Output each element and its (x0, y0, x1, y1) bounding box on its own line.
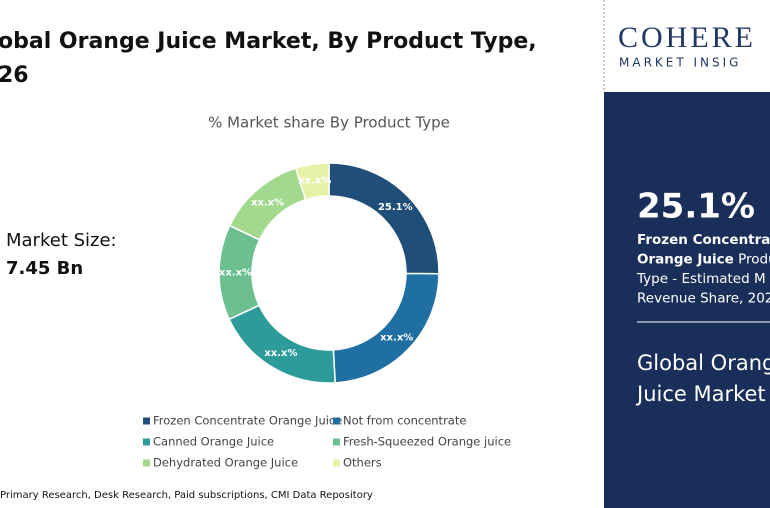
legend-swatch (333, 417, 340, 425)
text-run: Frozen Concentrate (637, 232, 770, 248)
market-size-label: Market Size: (6, 230, 117, 251)
legend-label: Dehydrated Orange Juice (153, 456, 298, 470)
legend-swatch (143, 438, 150, 446)
text-run: Produc (734, 252, 770, 268)
legend-label: Fresh-Squeezed Orange juice (343, 435, 511, 449)
text-run: Revenue Share, 202 (637, 291, 770, 307)
legend-swatch (143, 459, 150, 467)
data-label: 25.1% (378, 202, 413, 213)
sidebar-footer: Juice Market (635, 382, 766, 406)
highlight-description: Revenue Share, 202 (637, 291, 770, 307)
highlight-description: Orange Juice Produc (637, 252, 770, 268)
donut-segment (332, 272, 440, 384)
logo: COHERE (618, 21, 756, 54)
data-label: xx.x% (380, 332, 413, 343)
donut-segment (228, 304, 337, 384)
legend-swatch (333, 459, 340, 467)
text-run: Orange Juice (637, 252, 734, 268)
donut-segment (328, 162, 440, 275)
source: Primary Research, Desk Research, Paid su… (0, 490, 373, 501)
title: obal Orange Juice Market, By Product Typ… (0, 29, 537, 54)
legend-label: Others (343, 456, 382, 470)
highlight-description: Type - Estimated M (636, 271, 766, 287)
chart-title: % Market share By Product Type (208, 114, 450, 132)
title: 26 (0, 63, 29, 88)
data-label: xx.x% (298, 176, 331, 187)
legend-label: Not from concentrate (343, 414, 466, 428)
market-size-value: 7.45 Bn (6, 258, 83, 279)
data-label: xx.x% (219, 267, 252, 278)
sidebar (604, 92, 770, 508)
legend-label: Canned Orange Juice (153, 435, 274, 449)
legend-label: Frozen Concentrate Orange Juice (153, 414, 342, 428)
donut-segment (294, 162, 330, 201)
text-run: Type - Estimated M (636, 271, 766, 287)
highlight-description: Frozen Concentrate (637, 232, 770, 248)
logo-subtitle: MARKET INSIG (619, 56, 741, 70)
highlight: 25.1% (637, 187, 755, 227)
data-label: xx.x% (251, 197, 284, 208)
data-label: xx.x% (264, 348, 297, 359)
sidebar-footer: Global Orang (637, 351, 770, 375)
legend-swatch (333, 438, 340, 446)
legend-swatch (143, 417, 150, 425)
